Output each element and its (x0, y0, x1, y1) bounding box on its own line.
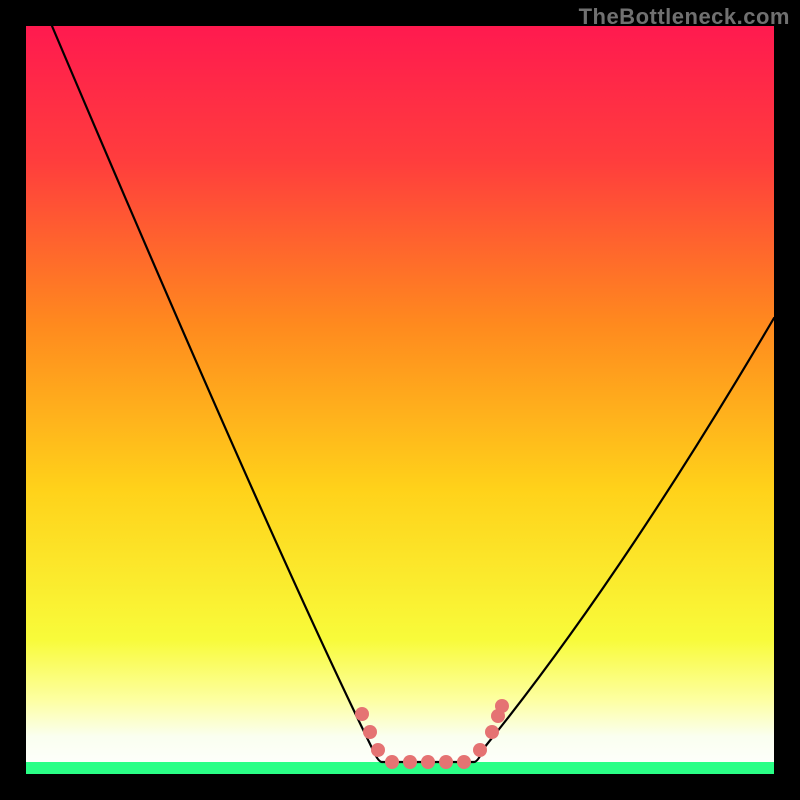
curve-marker (495, 699, 509, 713)
curve-marker (439, 755, 453, 769)
curve-marker (473, 743, 487, 757)
green-band (26, 762, 774, 774)
curve-marker (457, 755, 471, 769)
curve-marker (421, 755, 435, 769)
curve-marker (371, 743, 385, 757)
chart-frame: TheBottleneck.com (0, 0, 800, 800)
curve-marker (403, 755, 417, 769)
curve-marker (385, 755, 399, 769)
curve-marker (363, 725, 377, 739)
curve-marker (355, 707, 369, 721)
gradient-background (26, 26, 774, 774)
bottleneck-curve-chart (0, 0, 800, 800)
curve-marker (485, 725, 499, 739)
